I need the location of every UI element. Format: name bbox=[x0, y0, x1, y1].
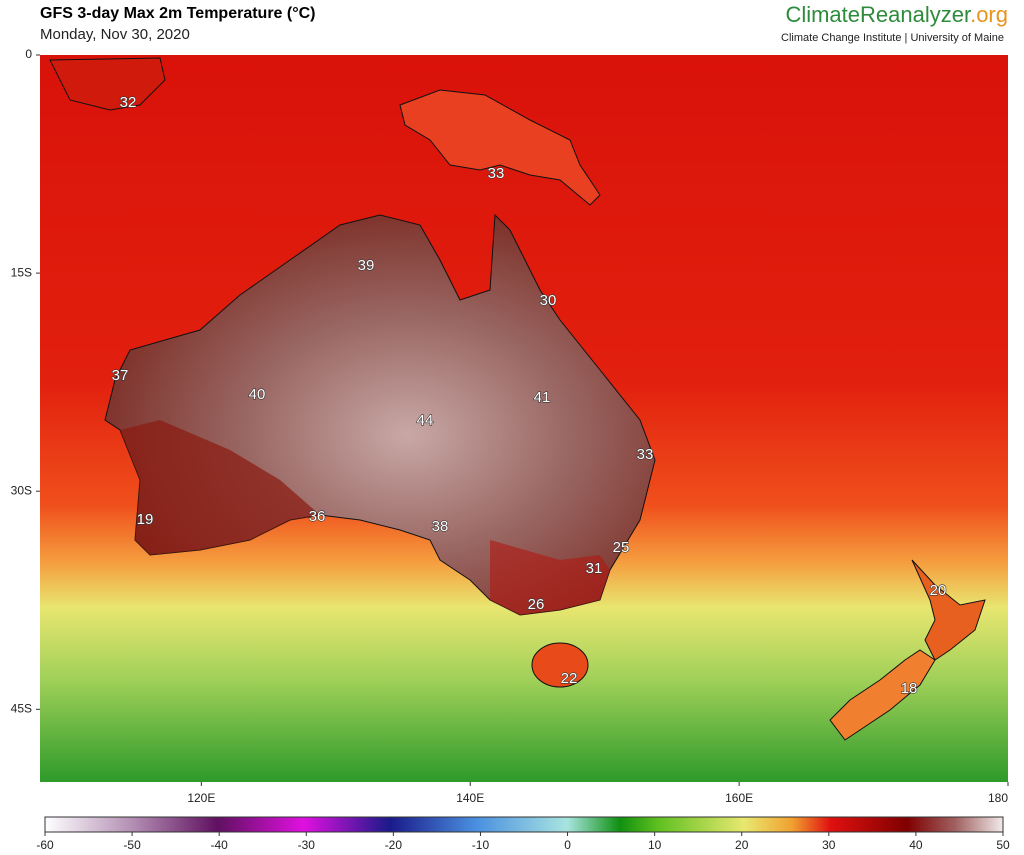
lon-label: 140E bbox=[456, 791, 484, 805]
tagline: Climate Change Institute | University of… bbox=[781, 32, 1004, 44]
lon-label: 180 bbox=[988, 791, 1008, 805]
temperature-label: 19 bbox=[137, 511, 154, 528]
colorbar-label: 40 bbox=[909, 838, 923, 852]
colorbar-label: 20 bbox=[735, 838, 749, 852]
colorbar-ticks: -60 -50 -40 -30 -20 -10 0 10 20 30 40 50 bbox=[36, 832, 1010, 852]
colorbar-label: 50 bbox=[996, 838, 1010, 852]
temperature-label: 30 bbox=[540, 292, 557, 309]
subtitle: Monday, Nov 30, 2020 bbox=[40, 26, 190, 43]
temperature-label: 18 bbox=[901, 680, 918, 697]
colorbar-label: 10 bbox=[648, 838, 662, 852]
colorbar bbox=[44, 816, 1004, 833]
nz-north-island bbox=[911, 559, 986, 661]
lon-label: 160E bbox=[725, 791, 753, 805]
southeast-warm-zone bbox=[490, 540, 610, 615]
temperature-label: 36 bbox=[309, 508, 326, 525]
brand-name: ClimateReanalyzer bbox=[785, 2, 971, 27]
colorbar-label: -30 bbox=[298, 838, 316, 852]
lon-label: 120E bbox=[187, 791, 215, 805]
temperature-label: 32 bbox=[120, 94, 137, 111]
new-guinea bbox=[399, 89, 601, 206]
temperature-label: 25 bbox=[613, 539, 630, 556]
temperature-label: 22 bbox=[561, 670, 578, 687]
tasmania bbox=[531, 642, 589, 688]
lat-label: 0 bbox=[25, 47, 32, 61]
colorbar-label: -50 bbox=[123, 838, 141, 852]
colorbar-label: -10 bbox=[472, 838, 490, 852]
colorbar-label: -40 bbox=[211, 838, 229, 852]
colorbar-label: 0 bbox=[564, 838, 571, 852]
lat-label: 15S bbox=[11, 265, 32, 279]
brand-suffix: .org bbox=[970, 2, 1008, 27]
brand: ClimateReanalyzer.org bbox=[785, 2, 1008, 27]
temperature-label: 44 bbox=[417, 412, 434, 429]
southwest-warm-zone bbox=[120, 420, 320, 555]
borneo-region bbox=[49, 57, 166, 111]
temperature-label: 33 bbox=[488, 165, 505, 182]
temperature-label: 41 bbox=[534, 389, 551, 406]
temperature-label: 20 bbox=[930, 582, 947, 599]
temperature-label: 31 bbox=[586, 560, 603, 577]
lat-label: 30S bbox=[11, 483, 32, 497]
nz-south-island bbox=[829, 649, 936, 741]
colorbar-label: -60 bbox=[36, 838, 54, 852]
temperature-label: 39 bbox=[358, 257, 375, 274]
graticule bbox=[36, 54, 1009, 786]
colorbar-label: 30 bbox=[822, 838, 836, 852]
temperature-label: 26 bbox=[528, 596, 545, 613]
temperature-label: 40 bbox=[249, 386, 266, 403]
temperature-label: 37 bbox=[112, 367, 129, 384]
temperature-labels: 32 33 39 30 37 40 41 44 33 19 36 38 25 31 26 20 18 22 bbox=[111, 93, 947, 697]
temperature-label: 33 bbox=[637, 446, 654, 463]
lat-label: 45S bbox=[11, 701, 32, 715]
colorbar-label: -20 bbox=[385, 838, 403, 852]
map: 32 33 39 30 37 40 41 44 33 19 36 38 25 31 26 20 18 22 bbox=[36, 54, 1009, 786]
temperature-label: 38 bbox=[432, 518, 449, 535]
title: GFS 3-day Max 2m Temperature (°C) bbox=[40, 5, 316, 22]
